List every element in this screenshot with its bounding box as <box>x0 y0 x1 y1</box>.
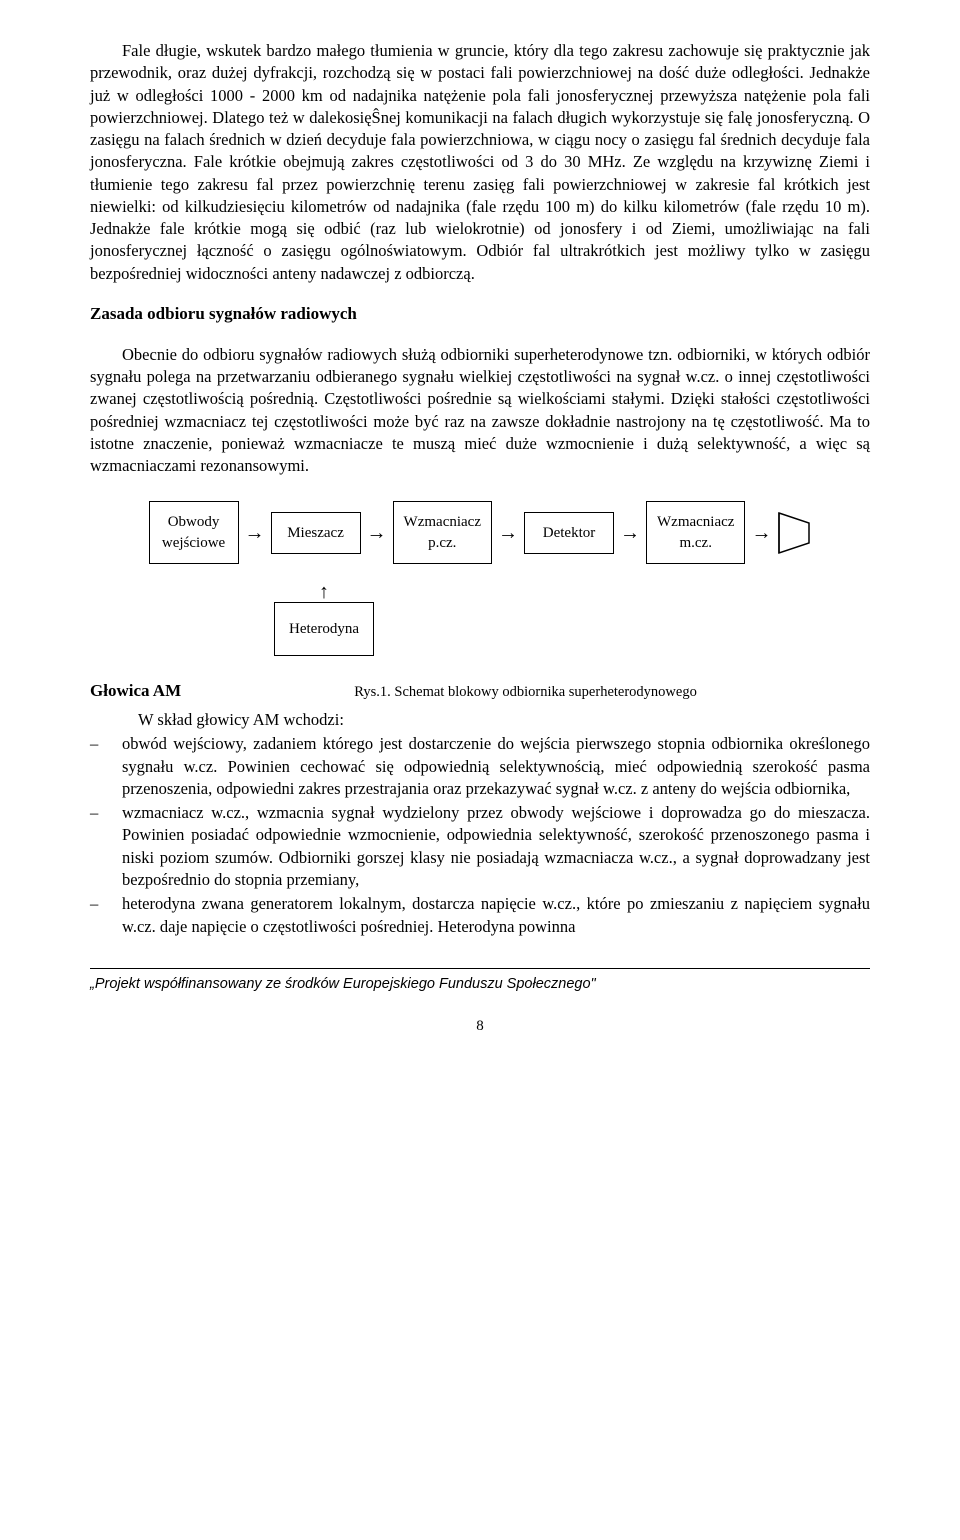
arrow-icon: → <box>245 523 265 543</box>
arrow-icon: → <box>751 523 771 543</box>
list-intro: W skład głowicy AM wchodzi: <box>90 709 870 731</box>
list-text: heterodyna zwana generatorem lokalnym, d… <box>122 893 870 938</box>
arrow-icon: → <box>620 523 640 543</box>
list-text: wzmacniacz w.cz., wzmacnia sygnał wydzie… <box>122 802 870 891</box>
list-item: – wzmacniacz w.cz., wzmacnia sygnał wydz… <box>90 802 870 891</box>
dash-icon: – <box>90 733 106 800</box>
list-text: obwód wejściowy, zadaniem którego jest d… <box>122 733 870 800</box>
dash-icon: – <box>90 893 106 938</box>
paragraph-1: Fale długie, wskutek bardzo małego tłumi… <box>90 40 870 285</box>
box-input-circuits: Obwody wejściowe <box>149 501 239 564</box>
up-arrow-icon: ↑ <box>319 584 329 600</box>
box-amp-af: Wzmacniacz m.cz. <box>646 501 745 564</box>
box-detector: Detektor <box>524 512 614 554</box>
block-diagram: Obwody wejściowe → Mieszacz → Wzmacniacz… <box>90 501 870 564</box>
page-number: 8 <box>90 1016 870 1036</box>
bullet-list: – obwód wejściowy, zadaniem którego jest… <box>90 733 870 937</box>
section-heading: Zasada odbioru sygnałów radiowych <box>90 303 870 326</box>
dash-icon: – <box>90 802 106 891</box>
subsection-heading: Głowica AM <box>90 680 181 703</box>
footer: „Projekt współfinansowany ze środków Eur… <box>90 968 870 995</box>
arrow-icon: → <box>498 523 518 543</box>
box-mixer: Mieszacz <box>271 512 361 554</box>
list-item: – obwód wejściowy, zadaniem którego jest… <box>90 733 870 800</box>
box-amp-if: Wzmacniacz p.cz. <box>393 501 492 564</box>
figure-caption: Rys.1. Schemat blokowy odbiornika superh… <box>181 683 870 703</box>
speaker-icon <box>777 511 811 555</box>
list-item: – heterodyna zwana generatorem lokalnym,… <box>90 893 870 938</box>
heterodyne-branch: ↑ Heterodyna <box>0 584 870 656</box>
box-heterodyne: Heterodyna <box>274 602 374 656</box>
paragraph-2: Obecnie do odbioru sygnałów radiowych sł… <box>90 344 870 478</box>
footer-text: „Projekt współfinansowany ze środków Eur… <box>90 976 596 992</box>
arrow-icon: → <box>367 523 387 543</box>
